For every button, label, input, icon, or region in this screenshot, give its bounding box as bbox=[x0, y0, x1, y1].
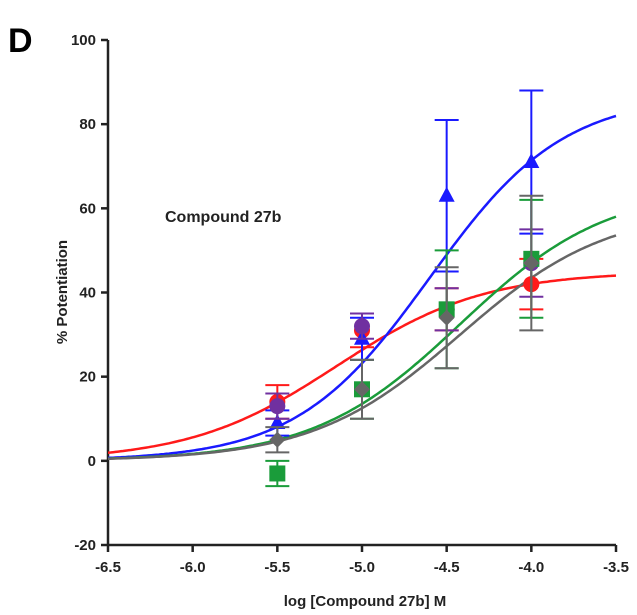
y-axis-label: % Potentiation bbox=[54, 240, 71, 344]
data-point bbox=[438, 309, 455, 326]
x-tick-label: -5.0 bbox=[349, 559, 375, 576]
x-tick-label: -6.0 bbox=[180, 559, 206, 576]
x-axis-label: log [Compound 27b] M bbox=[284, 593, 446, 610]
panel-label: D bbox=[8, 22, 33, 60]
y-tick-label: 40 bbox=[79, 285, 96, 302]
data-point bbox=[269, 431, 286, 448]
data-points bbox=[265, 89, 544, 488]
data-point bbox=[438, 186, 455, 202]
y-tick-label: 60 bbox=[79, 200, 96, 217]
data-point bbox=[354, 381, 370, 398]
x-tick-label: -4.5 bbox=[434, 559, 460, 576]
y-tick-label: 20 bbox=[79, 369, 96, 386]
y-tick-label: 0 bbox=[88, 453, 96, 470]
data-point bbox=[523, 255, 540, 272]
data-point bbox=[523, 153, 540, 169]
y-tick-label: -20 bbox=[74, 537, 96, 554]
y-tick-label: 80 bbox=[79, 116, 96, 133]
x-tick-label: -5.5 bbox=[264, 559, 290, 576]
data-point bbox=[269, 398, 286, 415]
x-tick-label: -3.5 bbox=[603, 559, 629, 576]
data-point bbox=[354, 318, 370, 335]
x-tick-label: -6.5 bbox=[95, 559, 121, 576]
data-point bbox=[269, 465, 286, 482]
x-tick-label: -4.0 bbox=[518, 559, 544, 576]
y-tick-label: 100 bbox=[71, 32, 96, 49]
chart-annotation: Compound 27b bbox=[165, 209, 282, 226]
axes: -20 0 20 40 60 80 100 -6.5 -6.0 -5.5 -5.0 -4.5 -4.0 -… bbox=[71, 32, 629, 576]
data-point bbox=[269, 413, 286, 429]
